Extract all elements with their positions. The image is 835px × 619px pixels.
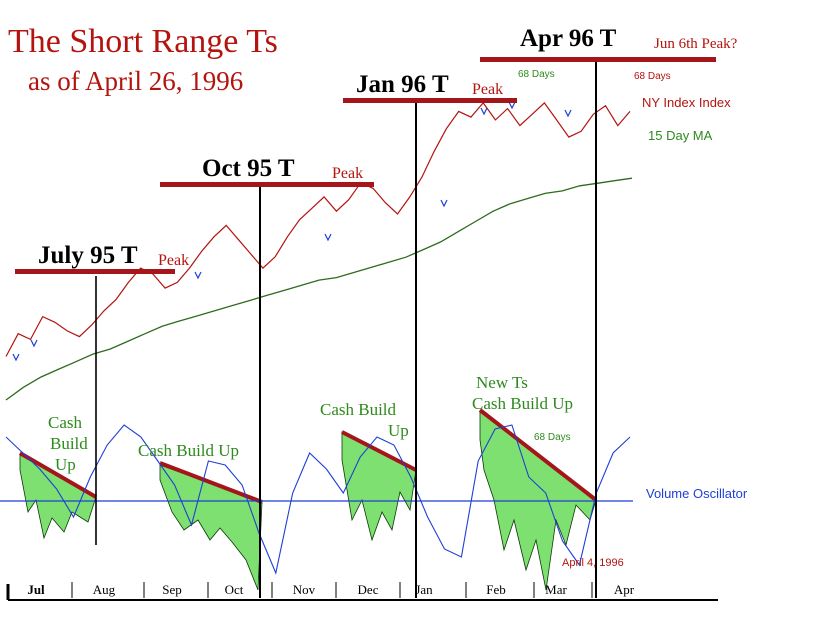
t-label-jan96: Jan 96 T <box>356 71 449 98</box>
cash-fill-1 <box>19 454 97 540</box>
t-bar-oct95 <box>160 182 374 187</box>
peak-mark-8 <box>564 109 572 118</box>
month-label-jan: Jan <box>415 582 433 597</box>
cash-label-1a: Cash <box>48 413 83 432</box>
t-bar-apr96 <box>480 57 716 62</box>
cash-fill-3 <box>341 431 417 542</box>
trendline-1 <box>18 451 98 499</box>
cash-label-3b: Up <box>388 421 409 440</box>
cash-label-4b: Cash Build Up <box>472 394 573 413</box>
month-label-feb: Feb <box>486 582 506 597</box>
trendline-4 <box>478 408 598 502</box>
month-label-sep: Sep <box>162 582 182 597</box>
t-label-jul95: July 95 T <box>38 242 138 269</box>
month-label-dec: Dec <box>358 582 379 597</box>
peak-mark-4 <box>324 233 332 242</box>
legend-ma: 15 Day MA <box>648 128 713 143</box>
days-label-3: 68 Days <box>534 432 571 443</box>
cash-label-1b: Build <box>50 434 88 453</box>
t-label-oct95: Oct 95 T <box>202 155 295 182</box>
legend-oscillator: Volume Oscillator <box>646 486 748 501</box>
t-bar-jul95 <box>15 269 175 274</box>
t-markers: July 95 T Peak Oct 95 T Peak Jan 96 T Pe… <box>15 25 738 598</box>
cash-label-1c: Up <box>55 455 76 474</box>
volume-oscillator-line <box>5 424 631 575</box>
chart-title: The Short Range Ts <box>8 23 278 60</box>
month-label-jul: Jul <box>27 582 45 597</box>
ny-index-line <box>5 101 631 357</box>
cash-fill-2 <box>159 464 263 591</box>
month-label-apr: Apr <box>614 582 635 597</box>
peak-v-marks <box>12 101 572 362</box>
month-ticks: Jul Aug Sep Oct Nov Dec Jan Feb Mar Apr <box>27 582 635 598</box>
t-label-apr96: Apr 96 T <box>520 25 617 52</box>
ma-15-day-line <box>5 177 633 401</box>
month-label-mar: Mar <box>545 582 567 597</box>
peak-mark-7 <box>508 101 516 110</box>
april4-label: April 4, 1996 <box>562 557 624 569</box>
peak-mark-5 <box>440 199 448 208</box>
t-note-oct95: Peak <box>332 165 363 182</box>
peak-mark-2 <box>30 339 38 348</box>
trendline-2 <box>159 461 263 504</box>
peak-mark-3 <box>194 271 202 280</box>
days-label-2: 68 Days <box>634 71 671 82</box>
peak-mark-1 <box>12 353 20 362</box>
month-label-oct: Oct <box>225 582 244 597</box>
cash-label-2: Cash Build Up <box>138 441 239 460</box>
t-bar-jan96 <box>343 98 517 103</box>
days-label-1: 68 Days <box>518 69 555 80</box>
chart-subtitle: as of April 26, 1996 <box>28 66 243 96</box>
month-label-nov: Nov <box>293 582 316 597</box>
peak-mark-6 <box>480 107 488 116</box>
t-note-apr96: Jun 6th Peak? <box>654 36 738 52</box>
month-label-aug: Aug <box>93 582 116 597</box>
t-note-jan96: Peak <box>472 81 503 98</box>
t-note-jul95: Peak <box>158 252 189 269</box>
cash-label-3a: Cash Build <box>320 400 397 419</box>
legend-index: NY Index Index <box>642 95 731 110</box>
cash-label-4a: New Ts <box>476 373 528 392</box>
